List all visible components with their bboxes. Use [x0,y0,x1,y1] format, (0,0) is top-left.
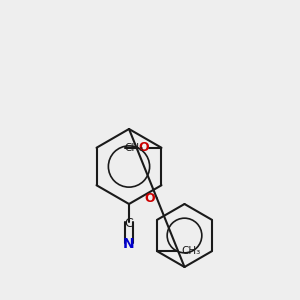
Text: O: O [138,141,149,154]
Text: CH₃: CH₃ [181,246,200,256]
Text: CH₃: CH₃ [124,143,143,153]
Text: N: N [123,238,135,251]
Text: C: C [124,217,134,230]
Text: O: O [144,191,154,205]
